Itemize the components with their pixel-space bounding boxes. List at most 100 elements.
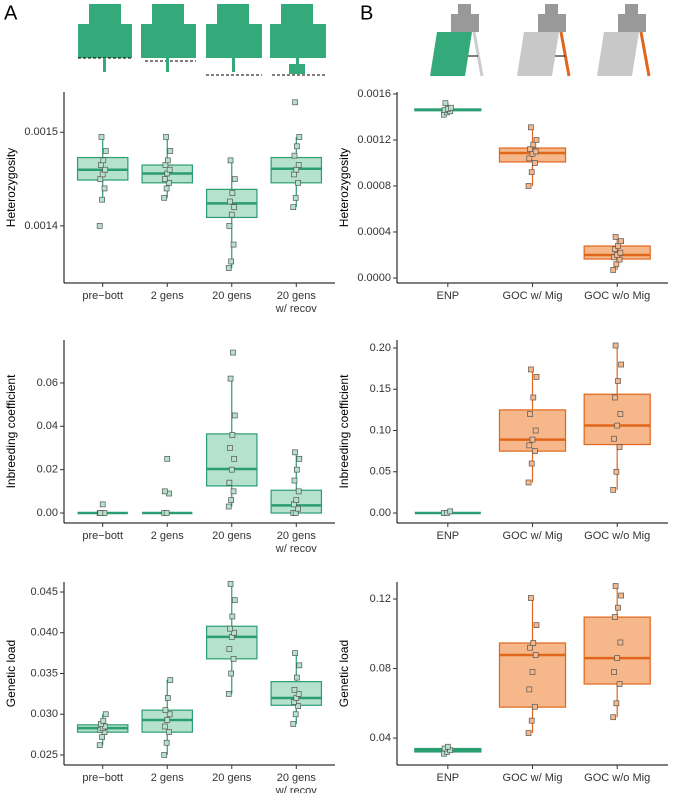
point	[529, 669, 536, 675]
point	[228, 497, 235, 503]
point	[528, 460, 535, 467]
point	[532, 652, 539, 658]
point	[611, 246, 618, 253]
point	[102, 166, 108, 173]
x-tick-label: pre−bott	[82, 772, 123, 784]
point	[291, 477, 298, 484]
point	[294, 466, 300, 473]
point	[295, 691, 302, 697]
point	[161, 176, 168, 182]
point	[614, 422, 621, 429]
point	[616, 444, 623, 450]
point	[617, 249, 624, 256]
y-tick-label: 0.05	[370, 466, 391, 478]
point	[100, 157, 107, 164]
point	[231, 176, 238, 182]
point	[530, 394, 537, 401]
point	[528, 124, 534, 131]
point	[528, 169, 535, 176]
point	[230, 488, 237, 495]
point	[231, 204, 238, 211]
point	[610, 267, 617, 273]
point	[226, 646, 233, 652]
point	[618, 361, 625, 368]
point	[293, 166, 300, 173]
x-tick-label: ENP	[437, 290, 460, 302]
y-tick-label: 0.04	[37, 420, 58, 432]
point	[167, 677, 174, 683]
y-tick-label: 0.025	[30, 749, 58, 761]
point	[618, 238, 625, 245]
point	[526, 686, 533, 693]
point	[229, 432, 236, 438]
point	[529, 436, 536, 443]
point	[610, 714, 617, 721]
y-axis-title: Heterozygosity	[337, 148, 351, 227]
point	[292, 711, 299, 718]
y-tick-label: 0.00	[37, 507, 58, 519]
point	[617, 411, 624, 417]
point	[97, 510, 104, 516]
box	[583, 616, 651, 685]
point	[295, 488, 302, 495]
point	[161, 723, 168, 730]
point	[530, 640, 537, 646]
point	[226, 479, 233, 486]
y-axis-title: Heterozygosity	[4, 148, 18, 227]
point	[294, 674, 300, 681]
point	[231, 455, 238, 462]
point	[292, 449, 298, 456]
point	[295, 703, 301, 709]
y-tick-label: 0.12	[370, 593, 391, 605]
point	[290, 204, 297, 211]
box	[498, 642, 567, 708]
point	[532, 448, 538, 454]
point	[295, 162, 302, 168]
point	[293, 497, 300, 503]
point	[164, 717, 171, 723]
x-tick-label: GOC w/o Mig	[584, 772, 650, 784]
point	[162, 707, 169, 714]
point	[230, 349, 236, 356]
icons-a	[78, 4, 326, 76]
point	[532, 160, 538, 166]
point	[613, 261, 620, 268]
x-tick-label: ENP	[437, 530, 460, 542]
point	[291, 152, 298, 159]
y-tick-label: 0.02	[37, 464, 58, 476]
y-tick-label: 0.0016	[357, 88, 391, 100]
x-tick-label: 20 gens w/ recov	[275, 772, 317, 793]
point	[163, 134, 169, 140]
point	[231, 629, 238, 636]
point	[526, 442, 533, 449]
point	[230, 241, 237, 248]
y-tick-label: 0.0012	[357, 134, 391, 146]
point	[229, 190, 236, 196]
y-tick-label: 0.20	[370, 342, 391, 354]
point	[532, 148, 539, 155]
y-axis-title: Genetic load	[337, 640, 351, 707]
point	[229, 613, 236, 620]
point	[527, 146, 533, 153]
x-tick-label: 2 gens	[151, 772, 185, 784]
point	[613, 468, 620, 475]
y-tick-label: 0.0004	[357, 226, 391, 238]
box	[583, 393, 651, 446]
point	[525, 730, 532, 736]
x-tick-label: GOC w/o Mig	[584, 530, 650, 542]
point	[612, 234, 619, 240]
point	[527, 411, 533, 417]
point	[292, 650, 298, 656]
x-tick-label: 2 gens	[151, 290, 185, 302]
point	[447, 508, 454, 515]
x-tick-label: 20 gens w/ recov	[275, 290, 317, 315]
point	[99, 171, 106, 178]
y-tick-label: 0.0008	[357, 180, 391, 192]
point	[532, 427, 539, 434]
icons-b	[430, 4, 651, 77]
point	[166, 729, 172, 736]
point	[101, 185, 108, 192]
x-tick-label: 20 gens	[212, 530, 252, 542]
point	[610, 487, 617, 493]
